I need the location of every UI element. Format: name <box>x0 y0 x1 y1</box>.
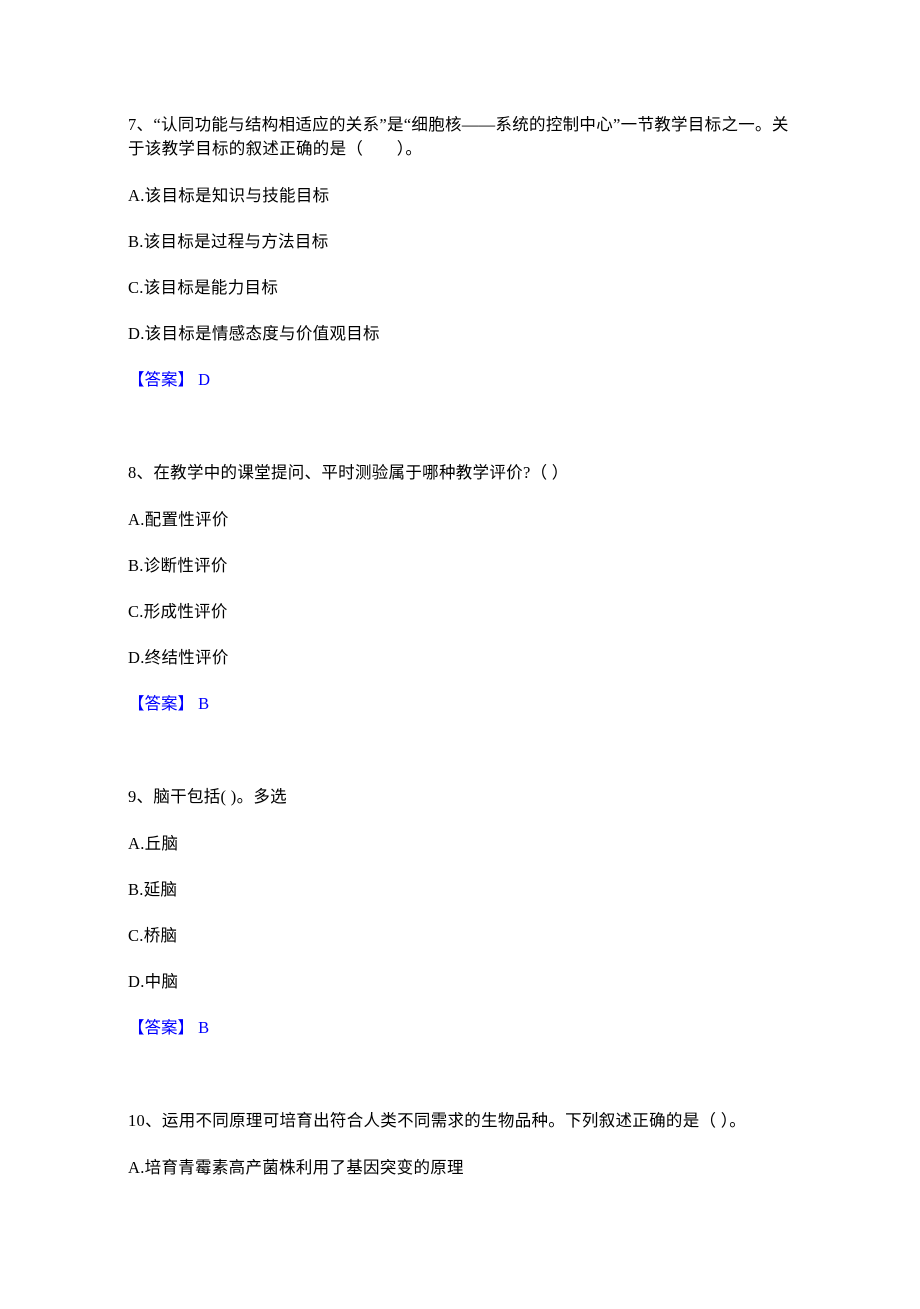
question-block: 8、在教学中的课堂提问、平时测验属于哪种教学评价?（ ） A.配置性评价 B.诊… <box>128 461 792 715</box>
question-block: 9、脑干包括( )。多选 A.丘脑 B.延脑 C.桥脑 D.中脑 【答案】 B <box>128 785 792 1039</box>
answer-value: B <box>198 694 209 713</box>
question-text: 运用不同原理可培育出符合人类不同需求的生物品种。下列叙述正确的是（ ）。 <box>162 1111 746 1130</box>
question-stem: 9、脑干包括( )。多选 <box>128 785 792 809</box>
question-option: D.该目标是情感态度与价值观目标 <box>128 323 792 345</box>
question-option: A.培育青霉素高产菌株利用了基因突变的原理 <box>128 1157 792 1179</box>
answer-value: B <box>198 1018 209 1037</box>
document-page: 7、“认同功能与结构相适应的关系”是“细胞核——系统的控制中心”一节教学目标之一… <box>0 0 920 1309</box>
question-number: 10、 <box>128 1111 162 1130</box>
question-block: 10、运用不同原理可培育出符合人类不同需求的生物品种。下列叙述正确的是（ ）。 … <box>128 1109 792 1179</box>
question-number: 8、 <box>128 463 153 482</box>
question-option: C.桥脑 <box>128 925 792 947</box>
question-option: C.形成性评价 <box>128 601 792 623</box>
question-text: “认同功能与结构相适应的关系”是“细胞核——系统的控制中心”一节教学目标之一。关… <box>128 115 789 158</box>
answer-line: 【答案】 D <box>128 369 792 391</box>
question-number: 7、 <box>128 115 153 134</box>
question-option: A.丘脑 <box>128 833 792 855</box>
answer-line: 【答案】 B <box>128 1017 792 1039</box>
answer-label: 【答案】 <box>128 1018 198 1037</box>
question-stem: 10、运用不同原理可培育出符合人类不同需求的生物品种。下列叙述正确的是（ ）。 <box>128 1109 792 1133</box>
question-block: 7、“认同功能与结构相适应的关系”是“细胞核——系统的控制中心”一节教学目标之一… <box>128 113 792 391</box>
answer-label: 【答案】 <box>128 694 198 713</box>
answer-value: D <box>198 370 210 389</box>
answer-line: 【答案】 B <box>128 693 792 715</box>
question-number: 9、 <box>128 787 153 806</box>
answer-label: 【答案】 <box>128 370 198 389</box>
question-option: A.配置性评价 <box>128 509 792 531</box>
question-text: 脑干包括( )。多选 <box>153 787 287 806</box>
question-option: A.该目标是知识与技能目标 <box>128 185 792 207</box>
question-stem: 8、在教学中的课堂提问、平时测验属于哪种教学评价?（ ） <box>128 461 792 485</box>
question-option: C.该目标是能力目标 <box>128 277 792 299</box>
question-option: B.诊断性评价 <box>128 555 792 577</box>
question-stem: 7、“认同功能与结构相适应的关系”是“细胞核——系统的控制中心”一节教学目标之一… <box>128 113 792 161</box>
question-option: B.该目标是过程与方法目标 <box>128 231 792 253</box>
question-option: B.延脑 <box>128 879 792 901</box>
question-option: D.终结性评价 <box>128 647 792 669</box>
question-text: 在教学中的课堂提问、平时测验属于哪种教学评价?（ ） <box>153 463 568 482</box>
question-option: D.中脑 <box>128 971 792 993</box>
